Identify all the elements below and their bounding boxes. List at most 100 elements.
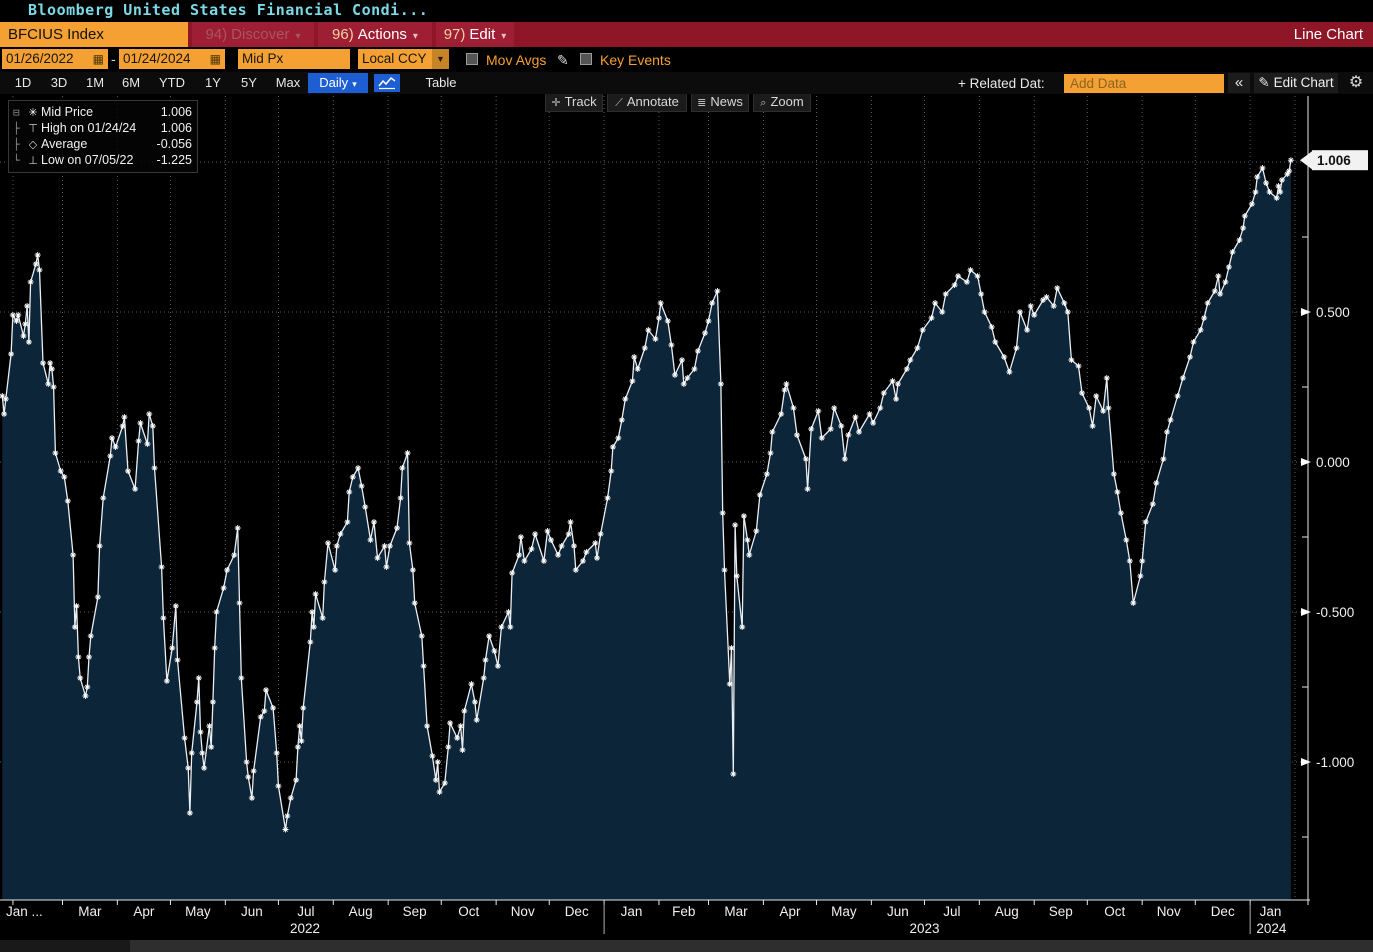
command-bar: BFCIUS Index 94) Discover ▾ 96) Actions ▾ 97… <box>0 22 1373 47</box>
series-area-fill <box>2 160 1291 900</box>
tab-1m[interactable]: 1M <box>85 75 105 90</box>
tab-5y[interactable]: 5Y <box>241 75 257 90</box>
zoom-label: Zoom <box>770 94 804 109</box>
calendar-icon[interactable]: ▦ <box>92 52 104 66</box>
pencil-icon[interactable]: ✎ <box>557 52 569 68</box>
last-price-tag <box>1312 150 1368 171</box>
x-month-label: Jun <box>241 904 263 919</box>
news-label: News <box>710 94 743 109</box>
legend-label: Mid Price <box>41 105 94 119</box>
x-month-label: Jul <box>943 904 960 919</box>
x-month-label: Jan ... <box>6 904 43 919</box>
x-month-label: Aug <box>995 904 1019 919</box>
y-tick-arrow <box>1301 308 1311 316</box>
x-year-label: 2024 <box>1256 921 1287 936</box>
average-marker-icon: ◇ <box>28 138 38 151</box>
line-chart-icon[interactable] <box>374 74 400 92</box>
x-month-label: May <box>185 904 211 919</box>
track-crosshair-icon: ✛ <box>551 97 561 109</box>
currency-dropdown-icon[interactable]: ▼ <box>432 49 449 69</box>
edit-chart-label: Edit Chart <box>1273 75 1334 90</box>
page-title: Bloomberg United States Financial Condi.… <box>28 1 429 19</box>
key-events-label: Key Events <box>600 52 671 68</box>
menu-actions-label: Actions <box>357 26 407 43</box>
collapse-box-icon[interactable]: ⊟ <box>13 105 20 119</box>
y-tick-label: -1.000 <box>1316 755 1354 770</box>
related-data-label: + Related Dat: <box>958 76 1045 91</box>
frequency-selector[interactable]: Daily ▾ <box>308 73 368 93</box>
magnifier-icon: ⌕ <box>760 97 767 109</box>
x-month-label: Apr <box>779 904 801 919</box>
calendar-icon[interactable]: ▦ <box>209 52 221 66</box>
gear-icon[interactable]: ⚙ <box>1348 74 1364 91</box>
chart-legend[interactable]: ⊟ ✳ Mid Price 1.006 ├ ⊤ High on 01/24/24… <box>8 100 198 173</box>
tab-table[interactable]: Table <box>425 75 457 90</box>
tab-6m[interactable]: 6M <box>121 75 141 90</box>
x-month-label: Sep <box>1049 904 1073 919</box>
pencil-icon: ✎ <box>1258 75 1270 90</box>
x-month-label: May <box>831 904 857 919</box>
low-marker-icon: ⊥ <box>28 154 38 167</box>
x-month-label: Oct <box>1104 904 1125 919</box>
menu-edit-label: Edit <box>469 26 496 43</box>
chevron-down-icon: ▾ <box>352 79 357 89</box>
ticker-field[interactable]: BFCIUS Index <box>0 22 188 47</box>
legend-row-average: ├ ◇ Average -0.056 <box>13 136 192 152</box>
menu-discover-number: 94) <box>205 26 228 43</box>
price-field-selector[interactable]: Mid Px <box>238 49 350 69</box>
key-events-checkbox[interactable] <box>580 53 592 65</box>
range-toolbar: 1D 3D 1M 6M YTD 1Y 5Y Max Daily ▾ Table +… <box>0 72 1373 94</box>
add-data-input[interactable] <box>1064 74 1224 93</box>
tree-branch-icon: ├ <box>13 137 20 151</box>
tree-branch-icon: ├ <box>13 121 20 135</box>
legend-value: -0.056 <box>156 137 192 151</box>
legend-label: Average <box>41 137 88 151</box>
series-point-markers <box>0 157 1294 833</box>
date-from-field[interactable]: 01/26/2022 ▦ <box>2 49 108 69</box>
x-month-label: Mar <box>724 904 748 919</box>
tab-ytd[interactable]: YTD <box>159 75 185 90</box>
tab-1d[interactable]: 1D <box>14 75 32 90</box>
currency-selector[interactable]: Local CCY <box>358 49 432 69</box>
news-lines-icon: ≣ <box>697 97 707 109</box>
x-month-label: Aug <box>349 904 373 919</box>
bottom-strip-segment <box>0 940 130 952</box>
legend-label: High on 01/24/24 <box>41 121 137 135</box>
x-month-label: Apr <box>133 904 155 919</box>
frequency-value: Daily <box>319 75 349 90</box>
tab-3d[interactable]: 3D <box>50 75 68 90</box>
tab-1y[interactable]: 1Y <box>205 75 221 90</box>
legend-row-high: ├ ⊤ High on 01/24/24 1.006 <box>13 120 192 136</box>
view-label: Line Chart <box>1293 26 1363 43</box>
date-to-field[interactable]: 01/24/2024 ▦ <box>119 49 225 69</box>
news-button[interactable]: ≣ News <box>691 92 749 112</box>
mov-avgs-checkbox[interactable] <box>466 53 478 65</box>
x-month-label: Nov <box>1157 904 1181 919</box>
menu-edit[interactable]: 97) Edit ▾ <box>436 22 514 47</box>
x-year-label: 2023 <box>909 921 939 936</box>
zoom-button[interactable]: ⌕ Zoom <box>753 92 811 112</box>
y-tick-label: 0.500 <box>1316 305 1350 320</box>
tab-max[interactable]: Max <box>275 75 301 90</box>
annotate-button[interactable]: ⟋ Annotate <box>607 92 687 112</box>
x-year-label: 2022 <box>290 921 320 936</box>
x-month-label: Dec <box>565 904 589 919</box>
menu-discover[interactable]: 94) Discover ▾ <box>192 22 314 47</box>
date-from-value: 01/26/2022 <box>6 51 74 66</box>
edit-chart-button[interactable]: ✎ Edit Chart <box>1254 73 1338 93</box>
chevron-down-icon: ▾ <box>295 31 301 42</box>
legend-value: -1.225 <box>156 153 192 167</box>
bottom-scroll-strip[interactable] <box>0 940 1373 952</box>
track-button[interactable]: ✛ Track <box>545 92 603 112</box>
last-price-arrow <box>1300 151 1312 170</box>
settings-bar: 01/26/2022 ▦ - 01/24/2024 ▦ Mid Px Local C… <box>0 47 1373 72</box>
x-month-label: Jul <box>297 904 314 919</box>
menu-actions-number: 96) <box>332 26 354 43</box>
collapse-button[interactable]: « <box>1228 73 1250 93</box>
chevron-down-icon: ▾ <box>501 31 507 42</box>
menu-actions[interactable]: 96) Actions ▾ <box>318 22 432 47</box>
legend-row-mid-price[interactable]: ⊟ ✳ Mid Price 1.006 <box>13 104 192 120</box>
annotate-pencil-icon: ⟋ <box>615 97 623 109</box>
x-month-label: Mar <box>78 904 102 919</box>
